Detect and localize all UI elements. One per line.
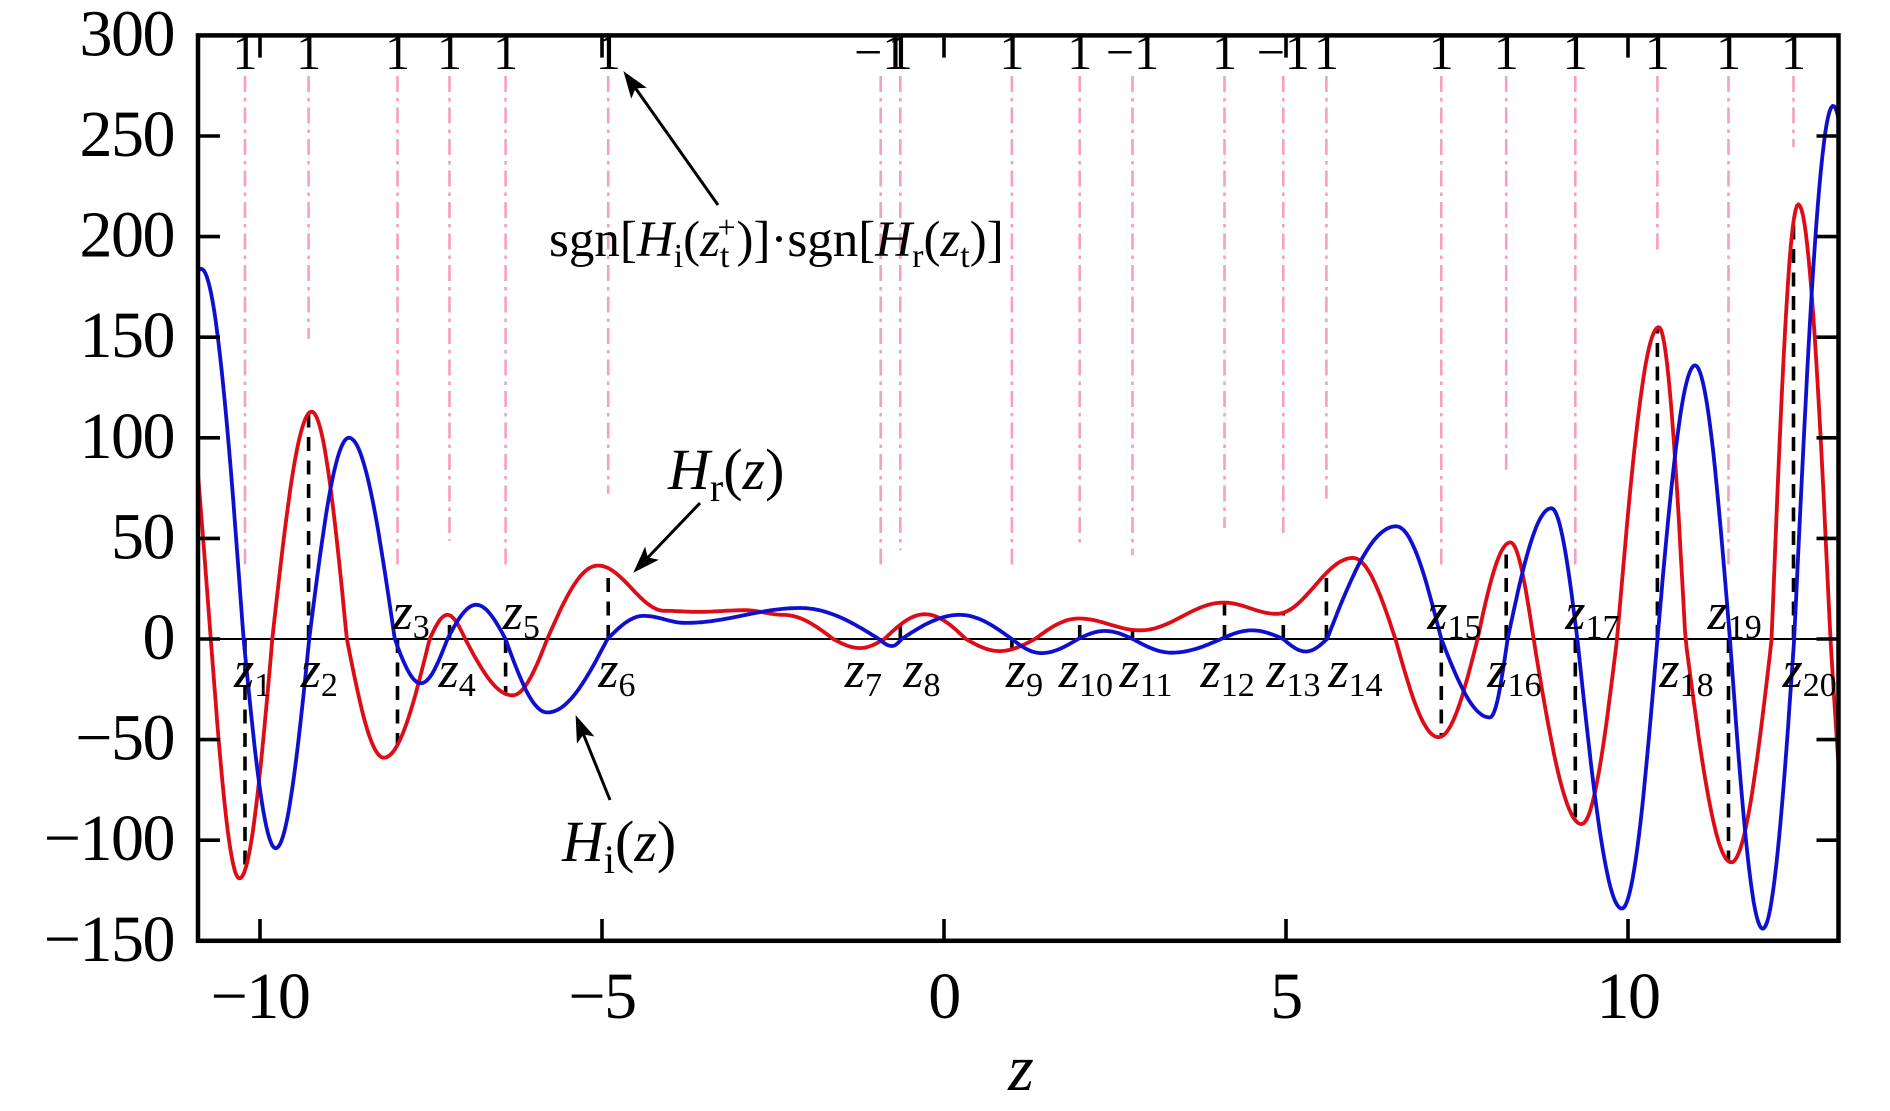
svg-text:−5: −5: [568, 960, 635, 1033]
svg-text:1: 1: [1494, 24, 1519, 80]
svg-text:−1: −1: [1106, 24, 1159, 80]
svg-text:1: 1: [385, 24, 410, 80]
svg-text:sgn[Hi(zt+)]·sgn[Hr(zt)]: sgn[Hi(zt+)]·sgn[Hr(zt)]: [549, 209, 1004, 275]
svg-text:100: 100: [80, 400, 175, 473]
svg-text:1: 1: [296, 24, 321, 80]
svg-text:0: 0: [928, 960, 960, 1033]
svg-text:0: 0: [143, 601, 175, 674]
svg-text:1: 1: [1781, 24, 1806, 80]
svg-text:1: 1: [1212, 24, 1237, 80]
svg-text:50: 50: [111, 500, 174, 573]
svg-text:−10: −10: [211, 960, 310, 1033]
svg-text:−1: −1: [854, 24, 907, 80]
svg-text:1: 1: [1429, 24, 1454, 80]
svg-text:1: 1: [437, 24, 462, 80]
svg-text:1: 1: [888, 24, 913, 80]
svg-text:Hi(z): Hi(z): [561, 809, 676, 882]
svg-text:−150: −150: [44, 903, 174, 976]
svg-text:−1: −1: [1257, 24, 1310, 80]
svg-text:200: 200: [80, 199, 175, 272]
svg-text:−100: −100: [44, 802, 174, 875]
svg-text:1: 1: [1716, 24, 1741, 80]
svg-text:1: 1: [999, 24, 1024, 80]
svg-text:1: 1: [1645, 24, 1670, 80]
svg-text:z: z: [1007, 1032, 1034, 1105]
svg-text:1: 1: [1067, 24, 1092, 80]
svg-text:5: 5: [1270, 960, 1302, 1033]
svg-text:250: 250: [80, 98, 175, 171]
svg-text:1: 1: [493, 24, 518, 80]
svg-text:300: 300: [80, 0, 175, 70]
svg-text:1: 1: [1563, 24, 1588, 80]
svg-text:1: 1: [233, 24, 258, 80]
svg-text:1: 1: [1314, 24, 1339, 80]
svg-text:−50: −50: [75, 702, 174, 775]
svg-text:z15: z15: [1426, 584, 1481, 646]
svg-text:Hr(z): Hr(z): [667, 437, 784, 510]
svg-text:1: 1: [596, 24, 621, 80]
svg-text:10: 10: [1597, 960, 1660, 1033]
svg-text:150: 150: [80, 299, 175, 372]
svg-text:z8: z8: [902, 642, 940, 704]
